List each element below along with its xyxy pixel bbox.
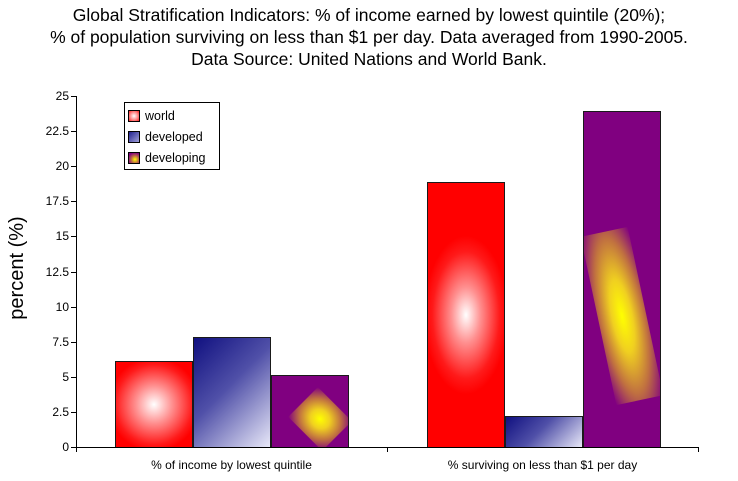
bar-highlight (584, 226, 660, 406)
bar-developed-income (193, 337, 271, 447)
legend-item-developing: developing (128, 148, 205, 168)
legend-label: developing (145, 151, 206, 165)
chart-title-line-1: Global Stratification Indicators: % of i… (72, 5, 666, 25)
legend-swatch-developing (128, 152, 140, 164)
y-tick (71, 412, 77, 413)
y-tick-label: 15 (55, 229, 69, 243)
x-axis-line (71, 447, 699, 448)
x-label-income: % of income by lowest quintile (151, 458, 312, 472)
x-axis-tick (387, 447, 388, 452)
bar-developing-income (271, 375, 349, 447)
y-tick (71, 96, 77, 97)
chart-title: Global Stratification Indicators: % of i… (0, 4, 738, 70)
legend-item-developed: developed (128, 127, 203, 147)
y-tick (71, 342, 77, 343)
x-axis-tick (698, 447, 699, 452)
y-tick-label: 17.5 (45, 194, 69, 208)
bar-world-surviving (427, 182, 505, 447)
y-tick (71, 447, 77, 448)
y-tick-label: 5 (62, 370, 69, 384)
y-tick (71, 236, 77, 237)
y-axis-line (76, 96, 77, 452)
y-tick-label: 10 (55, 300, 69, 314)
bar-highlight (288, 387, 348, 447)
legend: world developed developing (124, 102, 220, 170)
y-tick (71, 307, 77, 308)
y-tick-label: 2.5 (52, 405, 69, 419)
legend-label: world (145, 109, 175, 123)
legend-label: developed (145, 130, 203, 144)
chart-title-line-3: Data Source: United Nations and World Ba… (191, 49, 547, 69)
y-tick (71, 272, 77, 273)
chart-title-line-2: % of population surviving on less than $… (50, 27, 688, 47)
y-tick-label: 20 (55, 159, 69, 173)
y-tick (71, 377, 77, 378)
y-tick-label: 25 (55, 89, 69, 103)
y-tick-label: 0 (62, 440, 69, 454)
legend-swatch-developed (128, 131, 140, 143)
legend-swatch-world (128, 110, 140, 122)
y-tick-label: 7.5 (52, 335, 69, 349)
y-tick-label: 12.5 (45, 265, 69, 279)
bar-world-income (115, 361, 193, 447)
x-label-surviving: % surviving on less than $1 per day (447, 458, 638, 472)
bar-developing-surviving (583, 111, 661, 447)
bar-developed-surviving (505, 416, 583, 447)
y-tick (71, 201, 77, 202)
y-tick-label: 22.5 (45, 124, 69, 138)
legend-item-world: world (128, 106, 175, 126)
y-tick (71, 166, 77, 167)
y-tick (71, 131, 77, 132)
